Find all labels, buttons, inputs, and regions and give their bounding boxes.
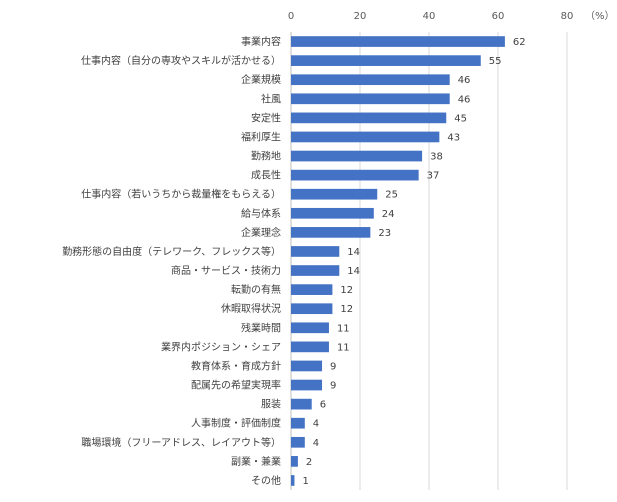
data-label: 11 [337, 342, 350, 353]
category-label: 福利厚生 [241, 130, 281, 143]
x-tick-label: 80 [561, 11, 574, 22]
bar [291, 265, 340, 276]
category-label: 企業理念 [241, 226, 281, 239]
category-label: 服装 [261, 398, 281, 411]
data-label: 11 [337, 323, 350, 334]
category-label: その他 [251, 474, 281, 487]
data-label: 62 [513, 37, 526, 48]
category-label: 仕事内容（若いうちから裁量権をもらえる） [81, 188, 281, 201]
grid-lines [359, 32, 568, 490]
category-label: 商品・サービス・技術力 [171, 264, 281, 277]
bars [291, 36, 505, 486]
data-label: 38 [430, 152, 443, 163]
bar [291, 284, 333, 295]
bar [291, 436, 305, 448]
category-label: 残業時間 [241, 321, 281, 334]
bar [291, 169, 419, 181]
bar [291, 131, 440, 143]
category-label: 安定性 [251, 111, 281, 124]
category-label: 社風 [261, 92, 281, 105]
x-axis-ticks: 0 20 40 60 80 [288, 11, 574, 22]
category-label: 勤務地 [251, 150, 281, 163]
bar [291, 360, 323, 372]
x-tick-label: 40 [423, 11, 436, 22]
bar [291, 379, 323, 391]
data-label: 55 [489, 56, 502, 67]
data-label: 9 [330, 361, 336, 372]
x-tick-label: 60 [492, 11, 505, 22]
category-label: 企業規模 [241, 73, 281, 86]
category-label: 業界内ポジション・シェア [161, 340, 281, 353]
bar [291, 207, 374, 219]
data-label: 4 [313, 419, 319, 430]
category-label: 転勤の有無 [231, 283, 281, 296]
category-label: 仕事内容（自分の専攻やスキルが活かせる） [81, 54, 281, 67]
data-label: 24 [382, 209, 395, 220]
data-label: 23 [378, 228, 391, 239]
bar [291, 55, 481, 66]
data-label: 4 [313, 438, 319, 449]
bar [291, 303, 333, 315]
data-label: 46 [458, 94, 471, 105]
category-label: 休暇取得状況 [221, 302, 281, 315]
data-label: 12 [340, 304, 353, 315]
bar [291, 150, 423, 162]
bar [291, 456, 298, 467]
bar [291, 112, 447, 124]
data-labels: 6255464645433837252423141412121111996442… [302, 37, 525, 487]
data-label: 1 [302, 476, 308, 487]
bar [291, 74, 450, 86]
data-label: 2 [306, 457, 312, 468]
category-label: 職場環境（フリーアドレス、レイアウト等） [81, 436, 281, 449]
bar [291, 188, 378, 200]
data-label: 14 [347, 247, 360, 258]
category-label: 給与体系 [241, 207, 281, 220]
data-label: 12 [340, 285, 353, 296]
bar [291, 246, 340, 257]
data-label: 6 [320, 400, 326, 411]
bar [291, 417, 305, 429]
category-label: 人事制度・評価制度 [191, 417, 281, 430]
bar [291, 36, 505, 47]
bar [291, 341, 329, 353]
data-label: 37 [427, 171, 440, 182]
x-tick-label: 0 [288, 11, 294, 22]
data-label: 25 [385, 190, 398, 201]
bar [291, 93, 450, 105]
bar [291, 322, 329, 334]
data-label: 43 [447, 132, 460, 143]
bar [291, 398, 312, 410]
data-label: 45 [454, 113, 467, 124]
unit-label: （%） [585, 10, 615, 22]
x-tick-label: 20 [354, 11, 367, 22]
category-label: 教育体系・育成方針 [191, 359, 281, 372]
data-label: 9 [330, 381, 336, 392]
bar [291, 475, 295, 486]
data-label: 46 [458, 75, 471, 86]
category-label: 勤務形態の自由度（テレワーク、フレックス等） [62, 245, 281, 258]
category-label: 副業・兼業 [231, 455, 281, 468]
data-label: 14 [347, 266, 360, 277]
category-label: 事業内容 [241, 35, 281, 48]
bar [291, 227, 371, 238]
category-label: 配属先の希望実現率 [191, 379, 281, 392]
category-label: 成長性 [251, 169, 281, 182]
